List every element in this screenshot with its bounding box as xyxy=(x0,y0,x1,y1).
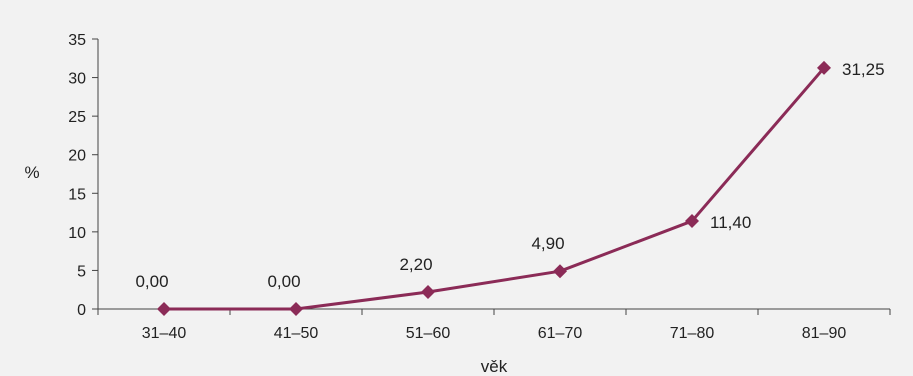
y-tick-label: 0 xyxy=(77,302,86,319)
data-label: 31,25 xyxy=(842,60,885,79)
y-tick-label: 15 xyxy=(68,186,86,203)
data-point-marker xyxy=(157,302,171,316)
data-labels: 0,00 0,00 2,20 4,90 11,40 31,25 xyxy=(135,60,884,291)
y-axis-title: % xyxy=(24,163,39,182)
series-line-group xyxy=(164,66,826,311)
y-tick-label: 10 xyxy=(68,225,86,242)
data-label: 0,00 xyxy=(267,272,300,291)
data-label: 2,20 xyxy=(399,255,432,274)
x-tick-label: 81–90 xyxy=(802,325,847,342)
x-tick-label: 61–70 xyxy=(538,325,583,342)
data-point-marker xyxy=(421,285,435,300)
data-label: 0,00 xyxy=(135,272,168,291)
data-point-marker xyxy=(289,302,303,316)
x-tick-label: 51–60 xyxy=(406,325,451,342)
x-tick-label: 71–80 xyxy=(670,325,715,342)
x-axis-title: věk xyxy=(481,357,508,376)
data-label: 11,40 xyxy=(710,213,751,232)
y-tick-label: 5 xyxy=(77,263,86,280)
series-markers xyxy=(157,60,831,316)
y-tick-label: 35 xyxy=(68,32,86,49)
y-tick-label: 25 xyxy=(68,109,86,126)
y-axis: 0 5 10 15 20 25 30 35 xyxy=(68,32,99,319)
data-label: 4,90 xyxy=(531,234,564,253)
data-point-marker xyxy=(817,60,831,75)
x-axis: 31–40 41–50 51–60 61–70 71–80 81–90 xyxy=(97,308,891,342)
data-point-marker xyxy=(553,264,567,279)
y-tick-label: 20 xyxy=(68,148,86,165)
x-tick-label: 41–50 xyxy=(274,325,319,342)
x-tick-label: 31–40 xyxy=(142,325,187,342)
data-point-marker xyxy=(685,214,699,229)
y-tick-label: 30 xyxy=(68,71,86,88)
series-line xyxy=(164,66,826,311)
